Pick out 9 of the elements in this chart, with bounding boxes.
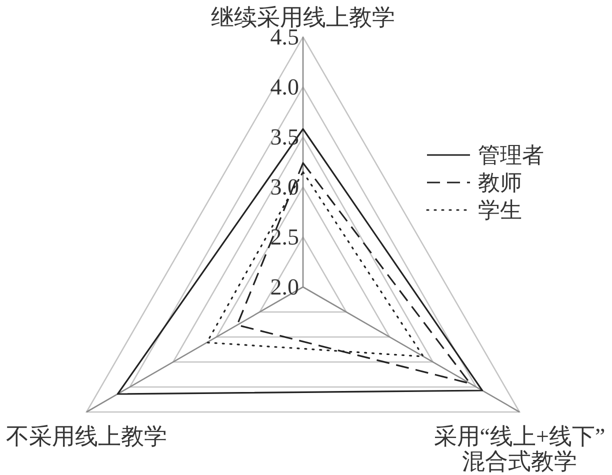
y-tick-label: 4.0 [270, 74, 299, 100]
legend-label: 管理者 [478, 142, 544, 168]
legend-label: 学生 [478, 198, 522, 222]
spoke-label: 不采用线上教学 [6, 424, 167, 449]
legend-label: 教师 [478, 170, 522, 195]
y-tick-label: 2.0 [270, 274, 299, 300]
y-tick-label: 3.5 [270, 124, 299, 150]
y-tick-label: 2.5 [270, 224, 299, 250]
spoke-label: 采用“线上+线下” 混合式教学 [434, 424, 606, 474]
